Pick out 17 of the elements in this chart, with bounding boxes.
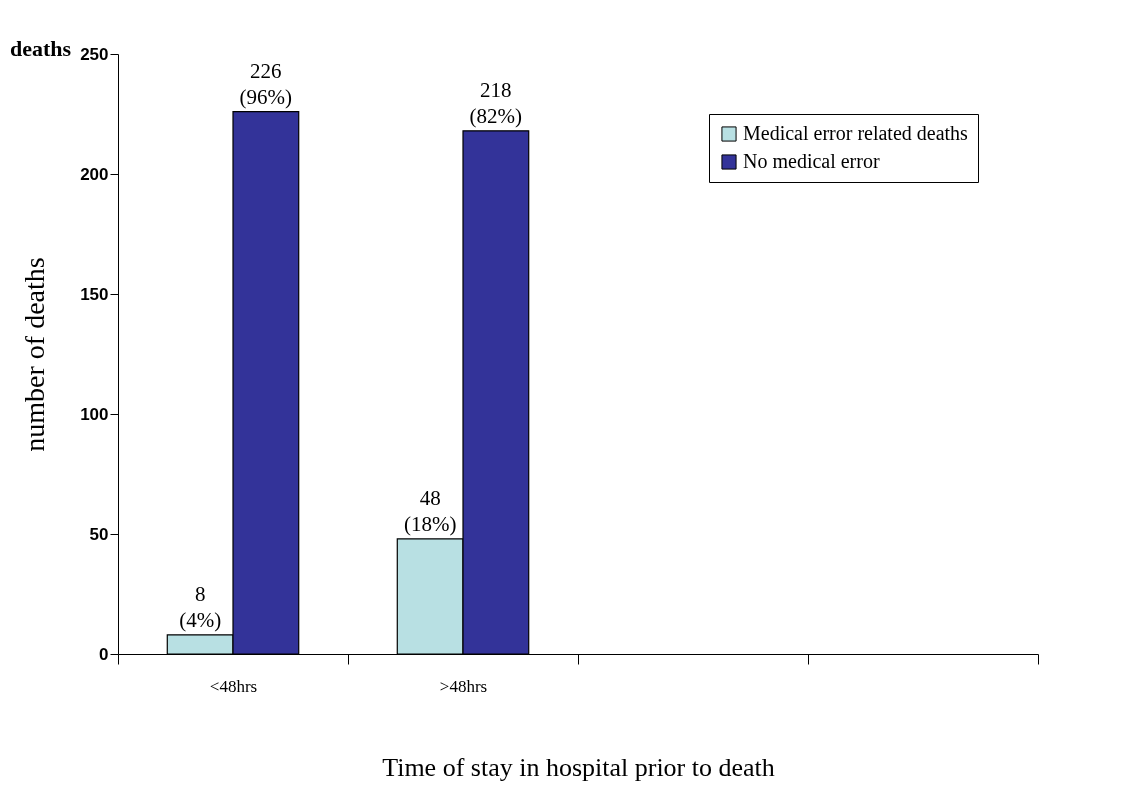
- y-tick-label: 100: [80, 404, 109, 424]
- legend-label: No medical error: [743, 150, 880, 172]
- data-label: 218 (82%): [469, 77, 523, 128]
- data-label: 8 (4%): [179, 581, 222, 632]
- x-tick-label: <48hrs: [209, 676, 258, 696]
- y-tick-label: 50: [89, 524, 109, 544]
- x-tick-label: >48hrs: [439, 676, 488, 696]
- legend-label: Medical error related deaths: [743, 122, 969, 144]
- y-tick-label: 250: [80, 44, 109, 64]
- y-tick-label: 0: [99, 644, 109, 664]
- y-tick-label: 150: [80, 284, 109, 304]
- y-axis-title: number of deaths: [19, 257, 51, 452]
- data-label: 48 (18%): [403, 485, 457, 536]
- data-label: 226 (96%): [239, 58, 293, 109]
- x-axis-title: Time of stay in hospital prior to death: [382, 752, 775, 782]
- y-tick-label: 200: [80, 164, 109, 184]
- chart-title: deaths: [10, 36, 72, 61]
